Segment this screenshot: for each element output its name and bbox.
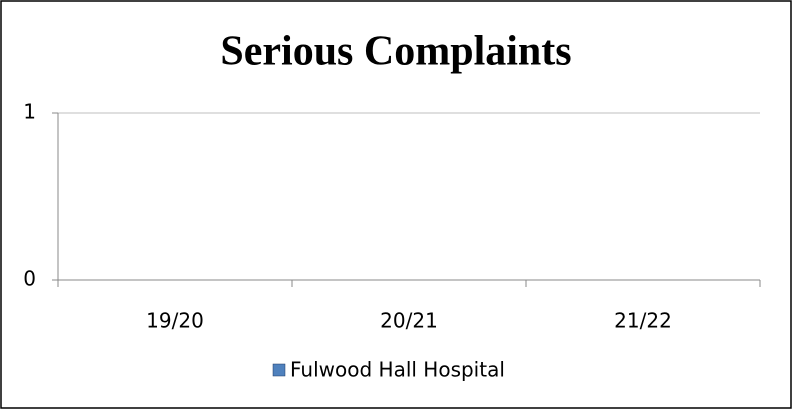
x-tick-label: 21/22 (614, 309, 672, 333)
x-tick-label: 19/20 (146, 309, 204, 333)
legend-label: Fulwood Hall Hospital (290, 358, 505, 382)
y-tick-label: 1 (23, 100, 36, 124)
y-tick-label: 0 (23, 267, 36, 291)
x-tick-label: 20/21 (380, 309, 438, 333)
legend-swatch (272, 363, 286, 377)
chart-title: Serious Complaints (220, 29, 571, 75)
